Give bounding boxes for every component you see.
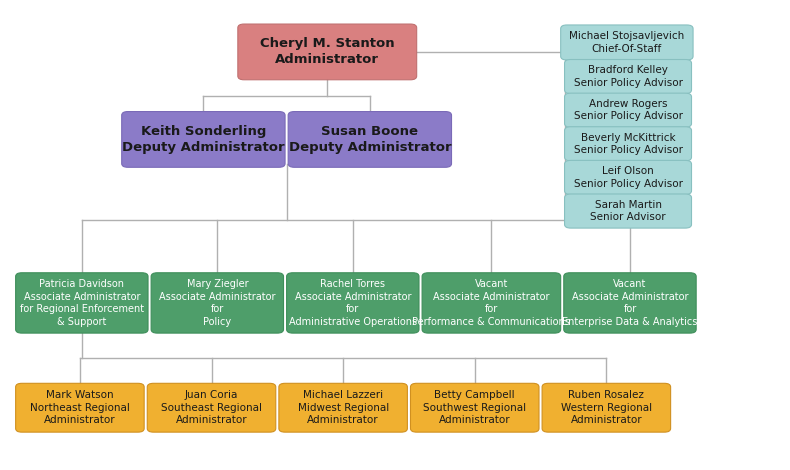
FancyBboxPatch shape [279,384,408,432]
FancyBboxPatch shape [565,93,691,127]
Text: Patricia Davidson
Associate Administrator
for Regional Enforcement
& Support: Patricia Davidson Associate Administrato… [20,279,144,327]
FancyBboxPatch shape [147,384,276,432]
Text: Susan Boone
Deputy Administrator: Susan Boone Deputy Administrator [288,125,451,154]
FancyBboxPatch shape [16,384,144,432]
FancyBboxPatch shape [287,273,419,333]
Text: Mark Watson
Northeast Regional
Administrator: Mark Watson Northeast Regional Administr… [30,390,130,425]
FancyBboxPatch shape [151,273,284,333]
Text: Beverly McKittrick
Senior Policy Advisor: Beverly McKittrick Senior Policy Advisor [574,133,683,155]
FancyBboxPatch shape [542,384,671,432]
Text: Leif Olson
Senior Policy Advisor: Leif Olson Senior Policy Advisor [574,166,683,188]
Text: Vacant
Associate Administrator
for
Performance & Communications: Vacant Associate Administrator for Perfo… [412,279,570,327]
FancyBboxPatch shape [238,24,416,80]
FancyBboxPatch shape [561,25,693,60]
FancyBboxPatch shape [564,273,696,333]
FancyBboxPatch shape [565,127,691,161]
Text: Michael Stojsavljevich
Chief-Of-Staff: Michael Stojsavljevich Chief-Of-Staff [570,31,684,54]
Text: Andrew Rogers
Senior Policy Advisor: Andrew Rogers Senior Policy Advisor [574,99,683,121]
FancyBboxPatch shape [565,60,691,94]
Text: Mary Ziegler
Associate Administrator
for
Policy: Mary Ziegler Associate Administrator for… [159,279,276,327]
Text: Bradford Kelley
Senior Policy Advisor: Bradford Kelley Senior Policy Advisor [574,65,683,88]
FancyBboxPatch shape [565,160,691,195]
Text: Keith Sonderling
Deputy Administrator: Keith Sonderling Deputy Administrator [122,125,284,154]
Text: Cheryl M. Stanton
Administrator: Cheryl M. Stanton Administrator [260,38,394,66]
FancyBboxPatch shape [122,111,285,167]
Text: Betty Campbell
Southwest Regional
Administrator: Betty Campbell Southwest Regional Admini… [423,390,526,425]
Text: Michael Lazzeri
Midwest Regional
Administrator: Michael Lazzeri Midwest Regional Adminis… [298,390,389,425]
Text: Ruben Rosalez
Western Regional
Administrator: Ruben Rosalez Western Regional Administr… [561,390,652,425]
Text: Sarah Martin
Senior Advisor: Sarah Martin Senior Advisor [590,200,666,222]
Text: Rachel Torres
Associate Administrator
for
Administrative Operations: Rachel Torres Associate Administrator fo… [288,279,417,327]
Text: Juan Coria
Southeast Regional
Administrator: Juan Coria Southeast Regional Administra… [161,390,262,425]
FancyBboxPatch shape [288,111,452,167]
FancyBboxPatch shape [422,273,561,333]
Text: Vacant
Associate Administrator
for
Enterprise Data & Analytics: Vacant Associate Administrator for Enter… [562,279,698,327]
FancyBboxPatch shape [16,273,148,333]
FancyBboxPatch shape [565,194,691,228]
FancyBboxPatch shape [411,384,539,432]
